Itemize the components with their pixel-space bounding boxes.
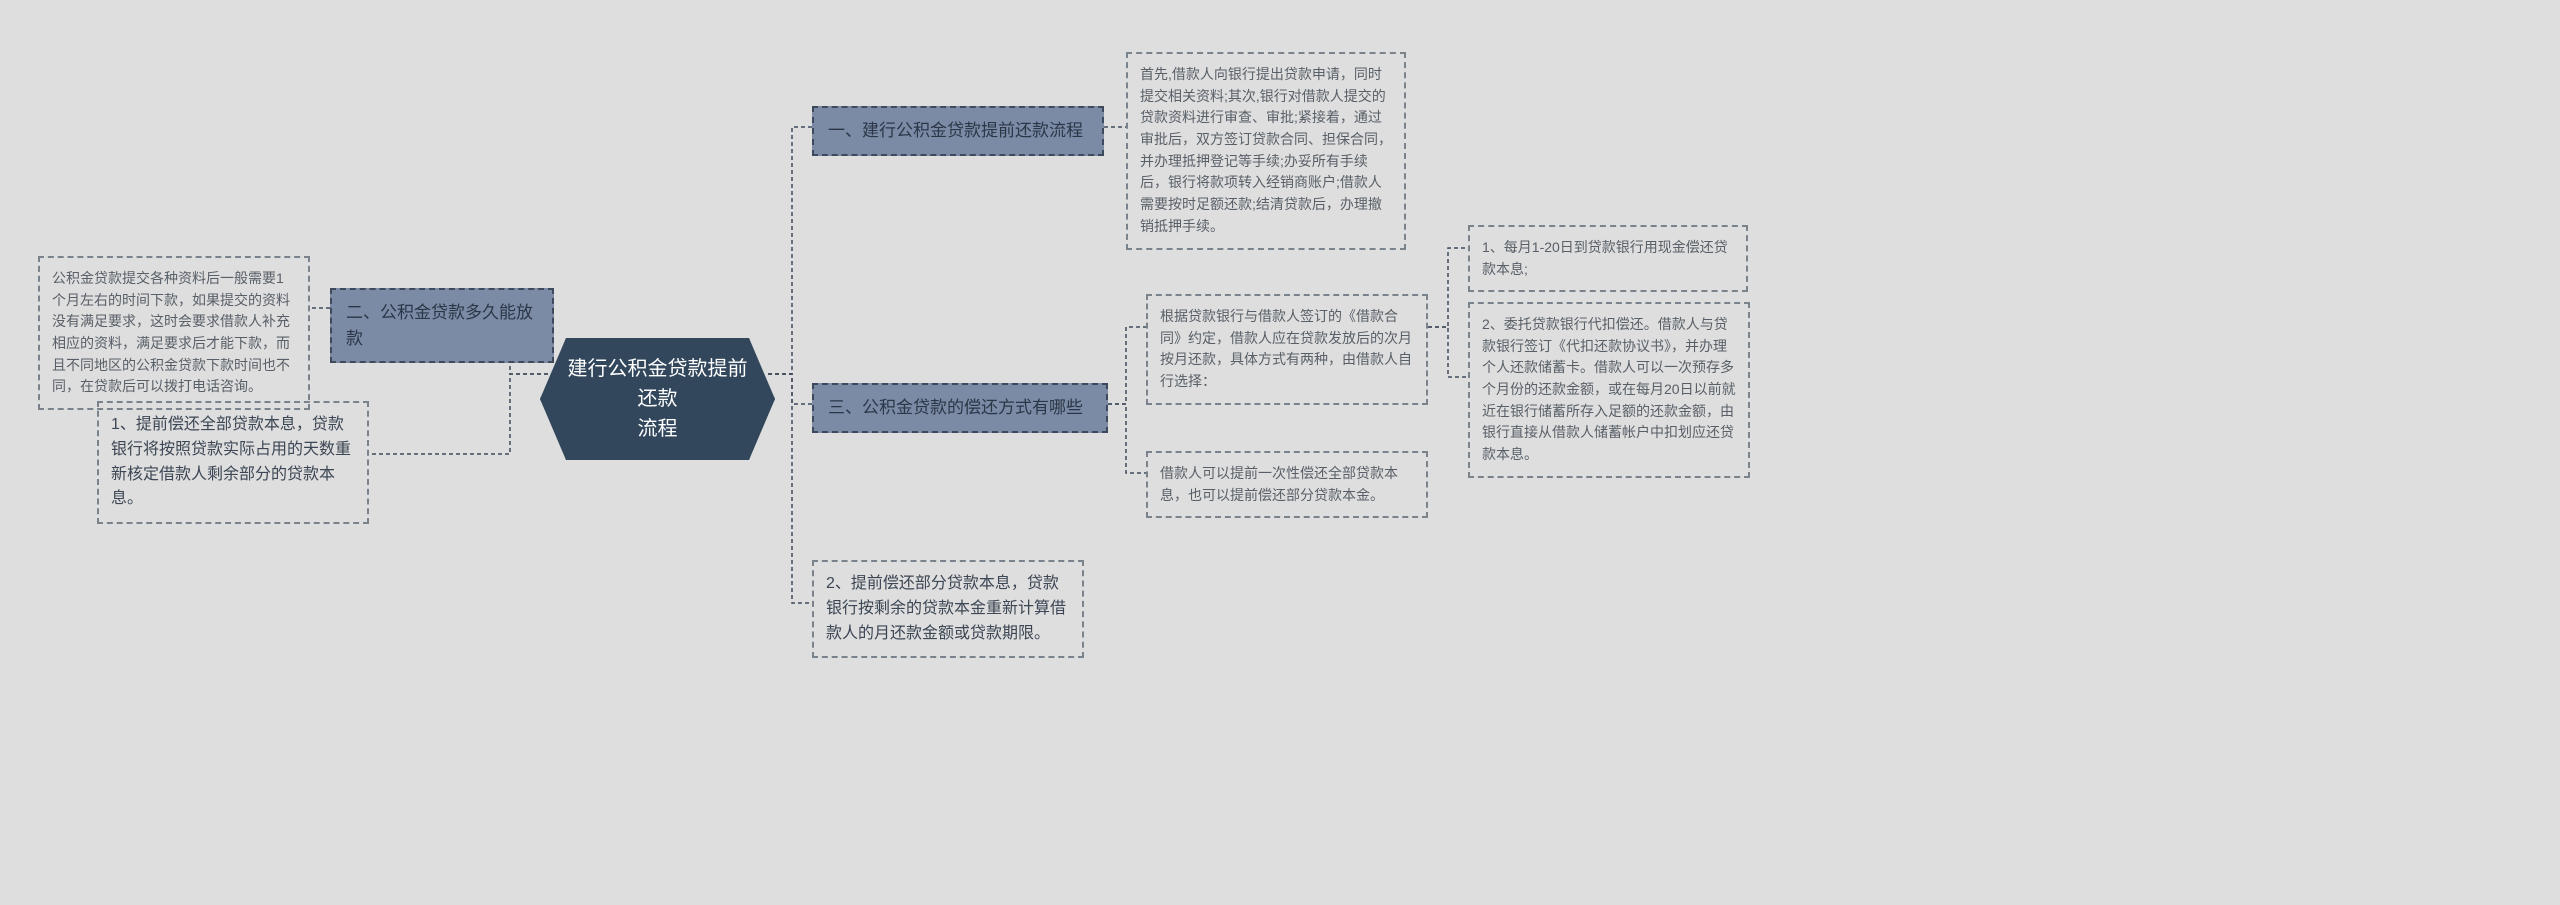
branch-2-label: 二、公积金贷款多久能放款 — [346, 303, 533, 348]
root-title-line1: 建行公积金贷款提前还款 — [564, 354, 751, 414]
branch-2-leaf-text: 公积金贷款提交各种资料后一般需要1个月左右的时间下款，如果提交的资料没有满足要求… — [52, 270, 290, 394]
branch-2-leaf: 公积金贷款提交各种资料后一般需要1个月左右的时间下款，如果提交的资料没有满足要求… — [38, 256, 310, 410]
far-leaf-2-text: 2、委托贷款银行代扣偿还。借款人与贷款银行签订《代扣还款协议书》，并办理个人还款… — [1482, 316, 1736, 462]
early-repay-1: 1、提前偿还全部贷款本息，贷款银行将按照贷款实际占用的天数重新核定借款人剩余部分… — [97, 401, 369, 524]
far-leaf-2: 2、委托贷款银行代扣偿还。借款人与贷款银行签订《代扣还款协议书》，并办理个人还款… — [1468, 302, 1750, 478]
branch-2: 二、公积金贷款多久能放款 — [330, 288, 554, 363]
branch-3-leaf-1-text: 根据贷款银行与借款人签订的《借款合同》约定，借款人应在贷款发放后的次月按月还款，… — [1160, 308, 1412, 389]
branch-3-leaf-1: 根据贷款银行与借款人签订的《借款合同》约定，借款人应在贷款发放后的次月按月还款，… — [1146, 294, 1428, 405]
branch-3: 三、公积金贷款的偿还方式有哪些 — [812, 383, 1108, 433]
far-leaf-1: 1、每月1-20日到贷款银行用现金偿还贷款本息; — [1468, 225, 1748, 292]
branch-1-label: 一、建行公积金贷款提前还款流程 — [828, 121, 1083, 140]
branch-3-label: 三、公积金贷款的偿还方式有哪些 — [828, 398, 1083, 417]
branch-1-leaf-text: 首先,借款人向银行提出贷款申请，同时提交相关资料;其次,银行对借款人提交的贷款资… — [1140, 66, 1392, 234]
root-node: 建行公积金贷款提前还款 流程 — [540, 338, 775, 460]
branch-1-leaf: 首先,借款人向银行提出贷款申请，同时提交相关资料;其次,银行对借款人提交的贷款资… — [1126, 52, 1406, 250]
branch-1: 一、建行公积金贷款提前还款流程 — [812, 106, 1104, 156]
far-leaf-1-text: 1、每月1-20日到贷款银行用现金偿还贷款本息; — [1482, 239, 1728, 277]
root-title-line2: 流程 — [564, 414, 751, 444]
early-repay-1-text: 1、提前偿还全部贷款本息，贷款银行将按照贷款实际占用的天数重新核定借款人剩余部分… — [111, 416, 351, 507]
branch-3-leaf-2: 借款人可以提前一次性偿还全部贷款本息，也可以提前偿还部分贷款本金。 — [1146, 451, 1428, 518]
branch-3-leaf-2-text: 借款人可以提前一次性偿还全部贷款本息，也可以提前偿还部分贷款本金。 — [1160, 465, 1398, 503]
early-repay-2: 2、提前偿还部分贷款本息，贷款银行按剩余的贷款本金重新计算借款人的月还款金额或贷… — [812, 560, 1084, 658]
early-repay-2-text: 2、提前偿还部分贷款本息，贷款银行按剩余的贷款本金重新计算借款人的月还款金额或贷… — [826, 575, 1066, 642]
